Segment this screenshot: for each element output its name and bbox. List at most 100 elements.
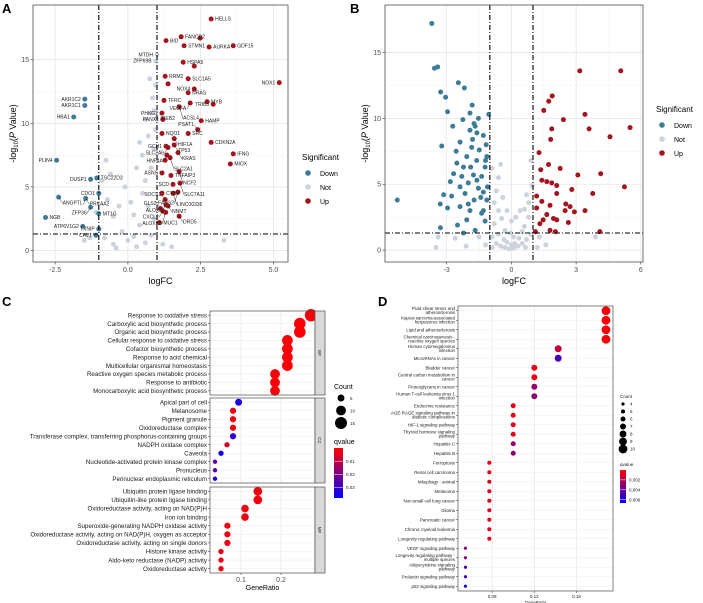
point-up bbox=[565, 219, 571, 225]
point-down bbox=[441, 192, 447, 198]
label-leader-line bbox=[178, 106, 184, 119]
point-not bbox=[521, 206, 527, 212]
point-down bbox=[43, 214, 49, 220]
dot bbox=[218, 557, 224, 563]
term-label: Thyroid hormone signaling pathway bbox=[403, 429, 456, 438]
label-leader-line bbox=[163, 155, 168, 162]
point-down bbox=[394, 197, 400, 203]
gene-label: ALOXE3 bbox=[142, 221, 162, 227]
term-label: Lipid and atherosclerosis bbox=[406, 327, 455, 332]
gene-label: HBA1 bbox=[57, 115, 70, 121]
term-label: Fluid shear stress and atherosclerosis bbox=[412, 306, 456, 315]
point-up bbox=[162, 157, 168, 163]
gene-label: AKR1C1 bbox=[61, 103, 81, 109]
point-down bbox=[484, 154, 490, 160]
term-label: Pigment granule bbox=[162, 416, 208, 423]
dot bbox=[270, 377, 280, 388]
point-up bbox=[180, 59, 186, 65]
gene-label: LINC00336 bbox=[177, 202, 203, 208]
point-not bbox=[99, 178, 105, 184]
x-axis-title: logFC bbox=[502, 276, 527, 286]
point-up bbox=[549, 93, 555, 99]
dot bbox=[253, 486, 263, 496]
dot bbox=[487, 479, 492, 484]
point-down bbox=[475, 115, 481, 121]
point-down bbox=[465, 180, 471, 186]
x-tick-label: 5.0 bbox=[269, 267, 279, 274]
point-not bbox=[483, 242, 489, 248]
x-tick-label: 0.12 bbox=[530, 594, 539, 599]
point-up bbox=[575, 172, 581, 178]
term-label: Aldo-keto reductase (NADP) activity bbox=[108, 557, 208, 564]
point-not bbox=[221, 237, 227, 243]
size-legend-label: 7 bbox=[630, 424, 633, 429]
point-not bbox=[519, 241, 525, 247]
volcano-plot-a: -2.5 0.0 2.5 5.0 0 5 10 15 Significant Down Not Up H… bbox=[8, 4, 340, 286]
legend-label: Up bbox=[320, 199, 329, 206]
y-tick-label: 0 bbox=[377, 248, 381, 255]
gene-label: GDF15 bbox=[237, 43, 253, 49]
dot bbox=[229, 433, 237, 440]
point-not bbox=[134, 165, 140, 171]
x-tick-label: 3 bbox=[574, 267, 578, 274]
point-up bbox=[627, 125, 633, 131]
point-up bbox=[618, 68, 624, 74]
term-label: Proteoglycans in cancer bbox=[408, 384, 455, 389]
gene-label: CYBB bbox=[166, 191, 180, 197]
point-not bbox=[153, 115, 159, 121]
point-not bbox=[116, 203, 122, 209]
point-up bbox=[206, 44, 212, 50]
point-up bbox=[230, 151, 236, 157]
term-label: Transferase complex, transferring phosph… bbox=[30, 433, 207, 440]
term-label: Chronic myeloid leukemia bbox=[405, 527, 456, 532]
legend-label: Down bbox=[320, 171, 338, 178]
point-up bbox=[554, 190, 560, 196]
term-label: Kaposi sarcoma-associated herpesvirus inf… bbox=[401, 315, 455, 324]
x-tick-label: 0.0 bbox=[123, 267, 133, 274]
size-legend-dot bbox=[620, 423, 626, 430]
gene-label: KRAS bbox=[182, 156, 196, 162]
point-not bbox=[498, 243, 504, 249]
term-label: Ubiquitin protein ligase binding bbox=[123, 488, 208, 495]
size-legend-label: 9 bbox=[630, 439, 633, 444]
gene-label: SOCS1 bbox=[144, 192, 161, 198]
point-not bbox=[522, 245, 528, 251]
gene-label: MIOX bbox=[234, 162, 247, 168]
term-label: Hepatitis B bbox=[434, 451, 455, 456]
point-not bbox=[134, 244, 140, 250]
point-down bbox=[484, 184, 490, 190]
point-down bbox=[438, 89, 444, 95]
point-not bbox=[145, 203, 151, 209]
y-tick-label: 10 bbox=[21, 121, 29, 128]
gene-label: ANGPTL7 bbox=[63, 200, 86, 206]
point-not bbox=[148, 165, 154, 171]
point-up bbox=[586, 126, 592, 132]
point-down bbox=[439, 143, 445, 149]
facet-strip-label: BP bbox=[317, 350, 322, 356]
size-legend-label: 5 bbox=[350, 396, 353, 401]
point-not bbox=[122, 184, 128, 190]
gene-label: NQO1 bbox=[166, 131, 180, 137]
panel-background bbox=[458, 306, 613, 591]
point-not bbox=[528, 158, 534, 164]
dot bbox=[270, 385, 280, 396]
point-up bbox=[549, 180, 555, 186]
point-not bbox=[452, 235, 458, 241]
point-up bbox=[582, 111, 588, 117]
dot bbox=[282, 351, 293, 363]
point-up bbox=[191, 86, 197, 92]
point-not bbox=[502, 245, 508, 251]
gene-label: TXNIP bbox=[80, 227, 95, 233]
point-up bbox=[538, 167, 544, 173]
point-not bbox=[107, 171, 113, 177]
point-down bbox=[471, 121, 477, 127]
dot bbox=[212, 468, 218, 473]
point-up bbox=[560, 117, 566, 123]
point-up bbox=[230, 43, 236, 49]
point-not bbox=[489, 245, 495, 251]
term-label: Carboxylic acid biosynthetic process bbox=[107, 321, 207, 328]
point-not bbox=[142, 240, 148, 246]
label-leader-line bbox=[174, 138, 179, 145]
legend-label: Not bbox=[674, 137, 685, 144]
point-down bbox=[460, 117, 466, 123]
